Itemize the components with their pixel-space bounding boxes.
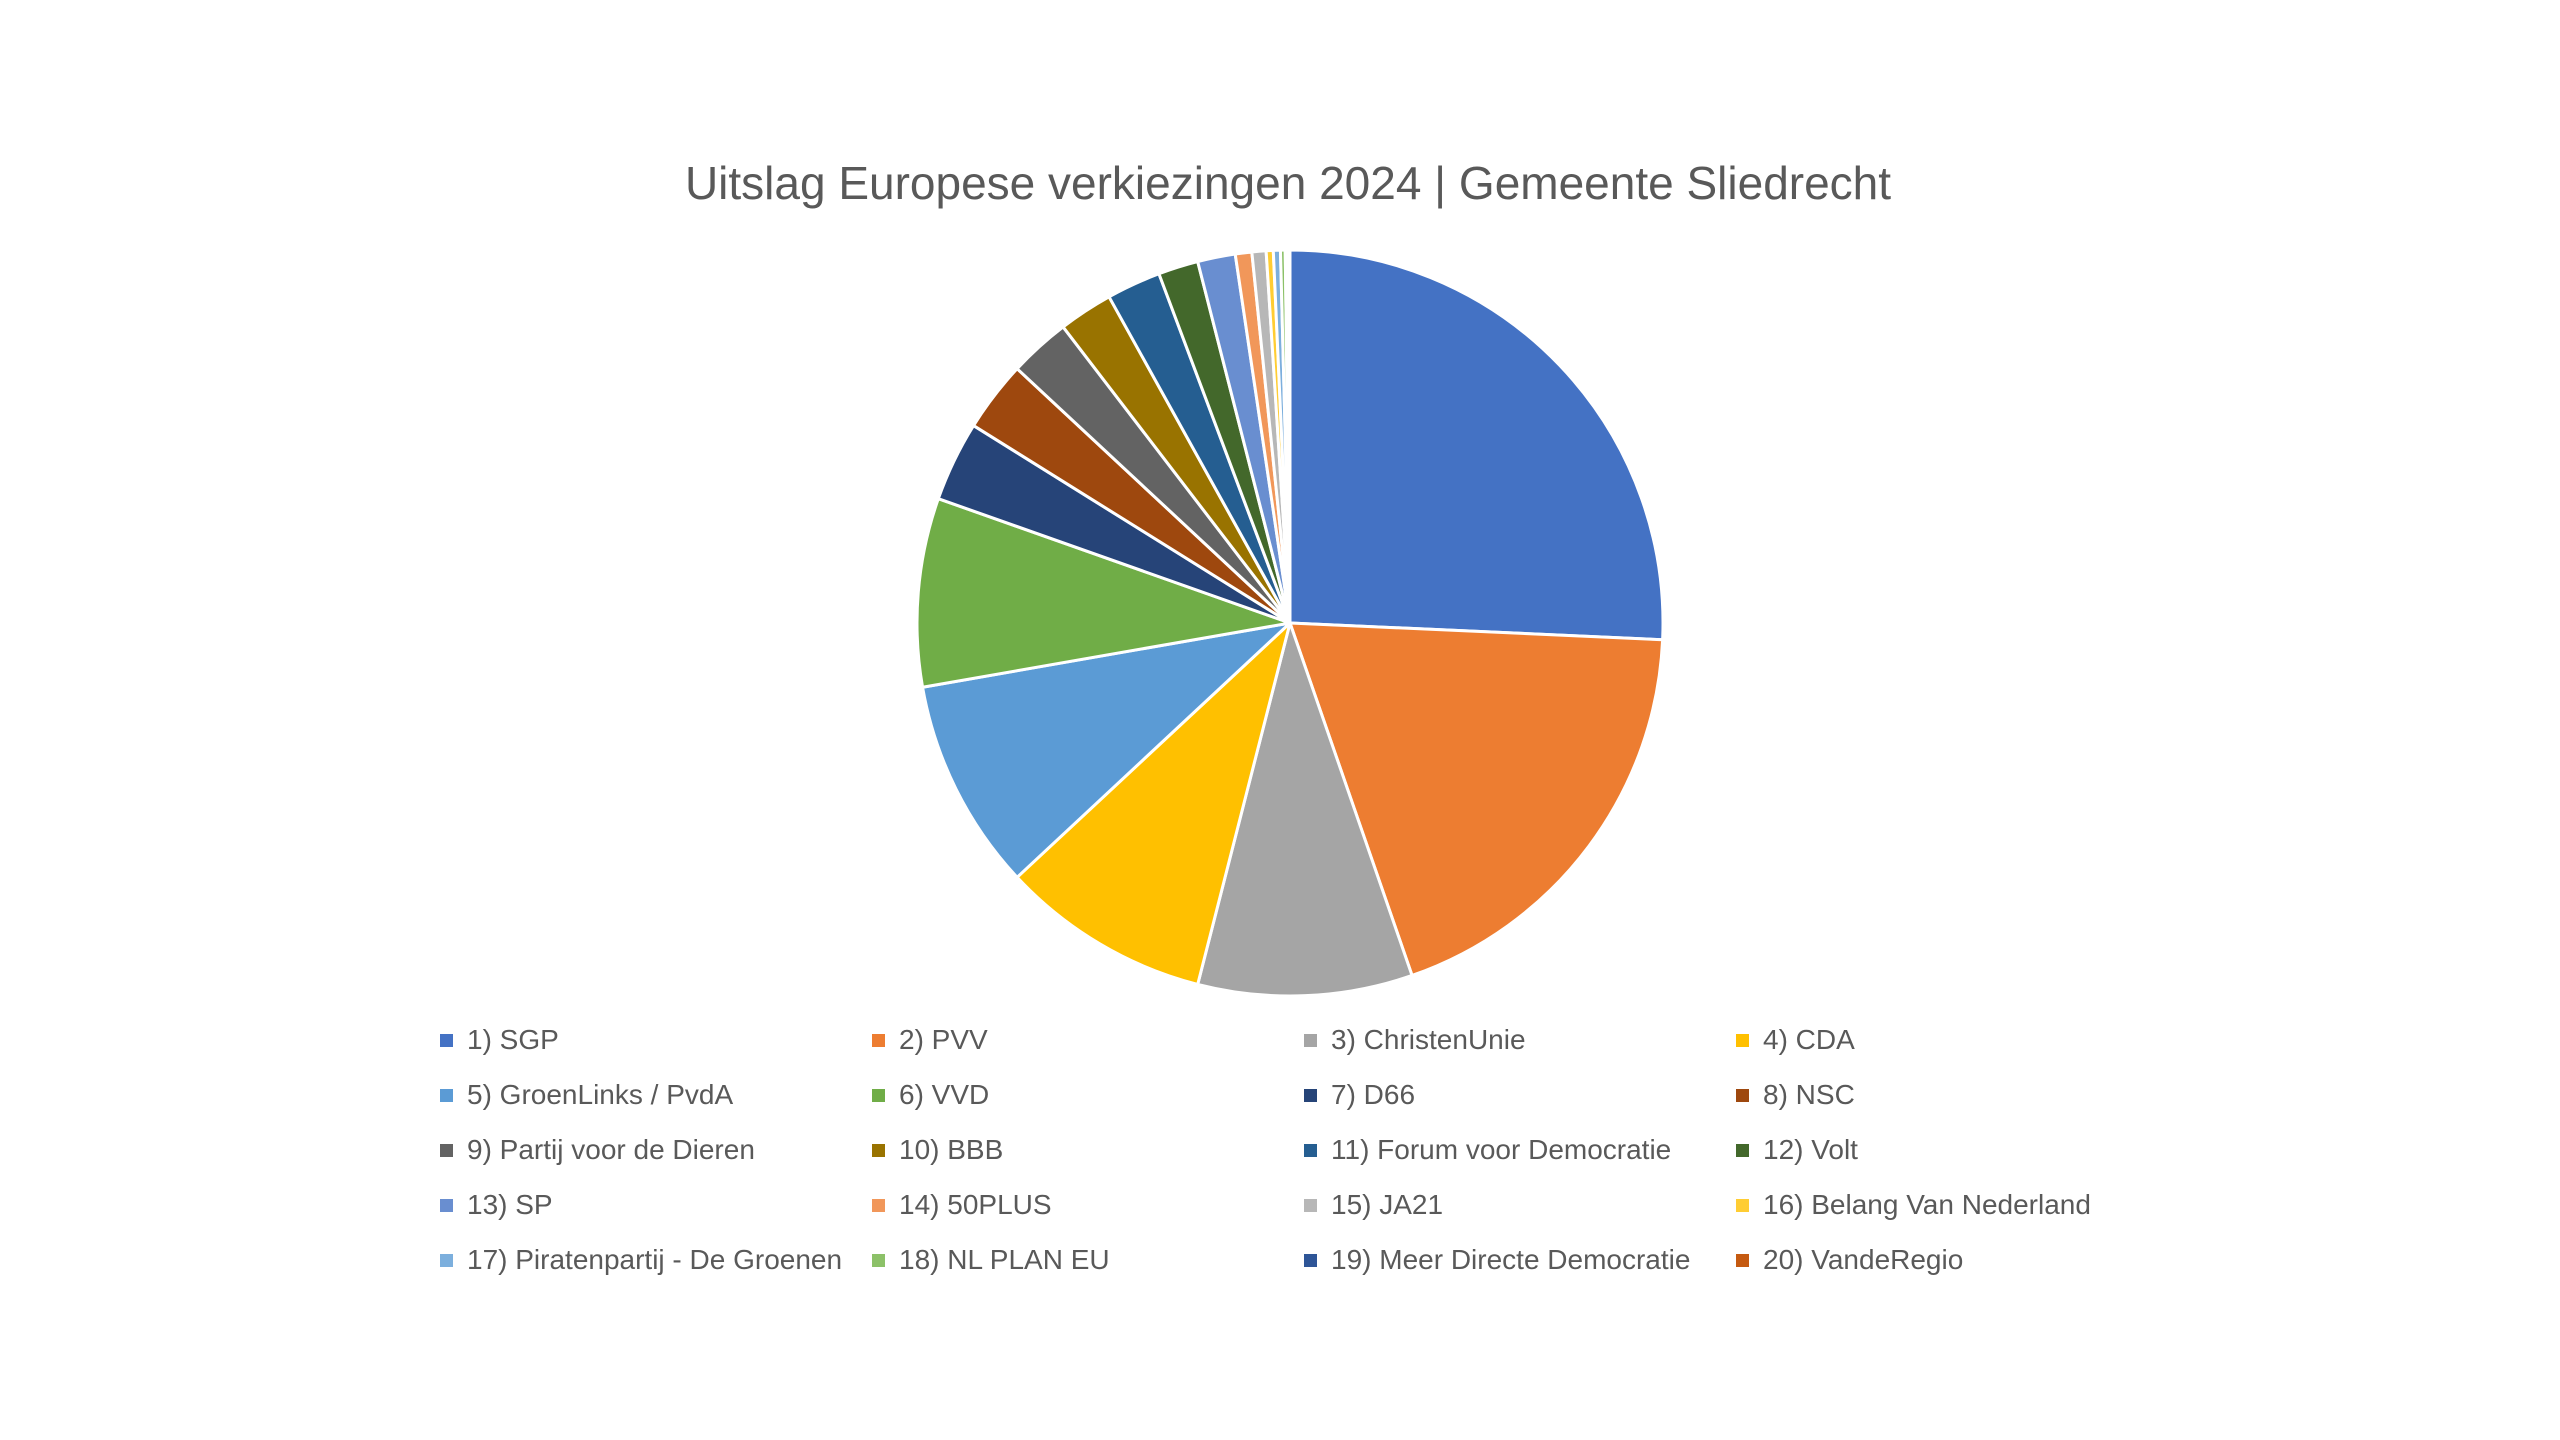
legend-label-4: 4) CDA (1763, 1024, 1855, 1055)
legend-item-7: 7) D66 (1304, 1075, 1415, 1115)
legend-label-8: 8) NSC (1763, 1079, 1855, 1110)
legend-swatch-13 (440, 1198, 453, 1212)
legend-label-17: 17) Piratenpartij - De Groenen (467, 1244, 843, 1275)
legend-label-20: 20) VandeRegio (1763, 1244, 1964, 1275)
legend-swatch-9 (440, 1143, 453, 1157)
legend-swatch-6 (872, 1088, 885, 1102)
legend-item-11: 11) Forum voor Democratie (1304, 1130, 1671, 1170)
legend-label-6: 6) VVD (899, 1079, 990, 1110)
legend-swatch-11 (1304, 1143, 1317, 1157)
legend-item-1: 1) SGP (440, 1020, 559, 1060)
legend-swatch-10 (872, 1143, 885, 1157)
legend-label-1: 1) SGP (467, 1024, 559, 1055)
legend-swatch-16 (1736, 1198, 1749, 1212)
pie-slice-3 (1196, 621, 1414, 998)
legend-swatch-7 (1304, 1088, 1317, 1102)
legend-swatch-19 (1304, 1253, 1317, 1267)
legend-item-15: 15) JA21 (1304, 1185, 1443, 1225)
pie-slice-4 (1015, 621, 1292, 986)
legend-label-15: 15) JA21 (1331, 1189, 1444, 1220)
legend-label-18: 18) NL PLAN EU (899, 1244, 1110, 1275)
legend-item-14: 14) 50PLUS (872, 1185, 1052, 1225)
pie-slice-2 (1288, 621, 1665, 977)
legend-swatch-2 (872, 1033, 885, 1047)
legend-swatch-18 (872, 1253, 885, 1267)
legend-item-12: 12) Volt (1736, 1130, 1858, 1170)
legend-item-19: 19) Meer Directe Democratie (1304, 1240, 1690, 1280)
legend-item-9: 9) Partij voor de Dieren (440, 1130, 755, 1170)
legend-item-17: 17) Piratenpartij - De Groenen (440, 1240, 842, 1280)
legend-item-10: 10) BBB (872, 1130, 1003, 1170)
pie-slice-20 (1286, 248, 1292, 625)
pie-slice-1 (1288, 248, 1665, 642)
legend-swatch-8 (1736, 1088, 1749, 1102)
legend-label-11: 11) Forum voor Democratie (1331, 1134, 1672, 1165)
legend-item-16: 16) Belang Van Nederland (1736, 1185, 2091, 1225)
legend-item-20: 20) VandeRegio (1736, 1240, 1963, 1280)
legend-swatch-14 (872, 1198, 885, 1212)
legend-item-8: 8) NSC (1736, 1075, 1855, 1115)
legend-item-6: 6) VVD (872, 1075, 989, 1115)
legend-label-9: 9) Partij voor de Dieren (467, 1134, 755, 1165)
pie-slice-6 (915, 497, 1292, 689)
legend-label-14: 14) 50PLUS (899, 1189, 1052, 1220)
legend-swatch-1 (440, 1033, 453, 1047)
legend-item-4: 4) CDA (1736, 1020, 1855, 1060)
pie-slice-5 (921, 621, 1292, 879)
legend-item-3: 3) ChristenUnie (1304, 1020, 1526, 1060)
legend-item-18: 18) NL PLAN EU (872, 1240, 1110, 1280)
chart-title: Uitslag Europese verkiezingen 2024 | Gem… (684, 157, 1892, 209)
legend-label-13: 13) SP (467, 1189, 553, 1220)
legend-item-13: 13) SP (440, 1185, 553, 1225)
legend-label-16: 16) Belang Van Nederland (1763, 1189, 2091, 1220)
legend-label-2: 2) PVV (899, 1024, 988, 1055)
legend-swatch-20 (1736, 1253, 1749, 1267)
legend-label-19: 19) Meer Directe Democratie (1331, 1244, 1691, 1275)
legend-swatch-4 (1736, 1033, 1749, 1047)
legend-label-10: 10) BBB (899, 1134, 1004, 1165)
legend-swatch-5 (440, 1088, 453, 1102)
legend-label-7: 7) D66 (1331, 1079, 1416, 1110)
legend-label-3: 3) ChristenUnie (1331, 1024, 1526, 1055)
legend-item-2: 2) PVV (872, 1020, 988, 1060)
legend-label-5: 5) GroenLinks / PvdA (467, 1079, 734, 1110)
legend-swatch-15 (1304, 1198, 1317, 1212)
legend-swatch-3 (1304, 1033, 1317, 1047)
legend-swatch-17 (440, 1253, 453, 1267)
legend-label-12: 12) Volt (1763, 1134, 1858, 1165)
legend-swatch-12 (1736, 1143, 1749, 1157)
legend-item-5: 5) GroenLinks / PvdA (440, 1075, 733, 1115)
